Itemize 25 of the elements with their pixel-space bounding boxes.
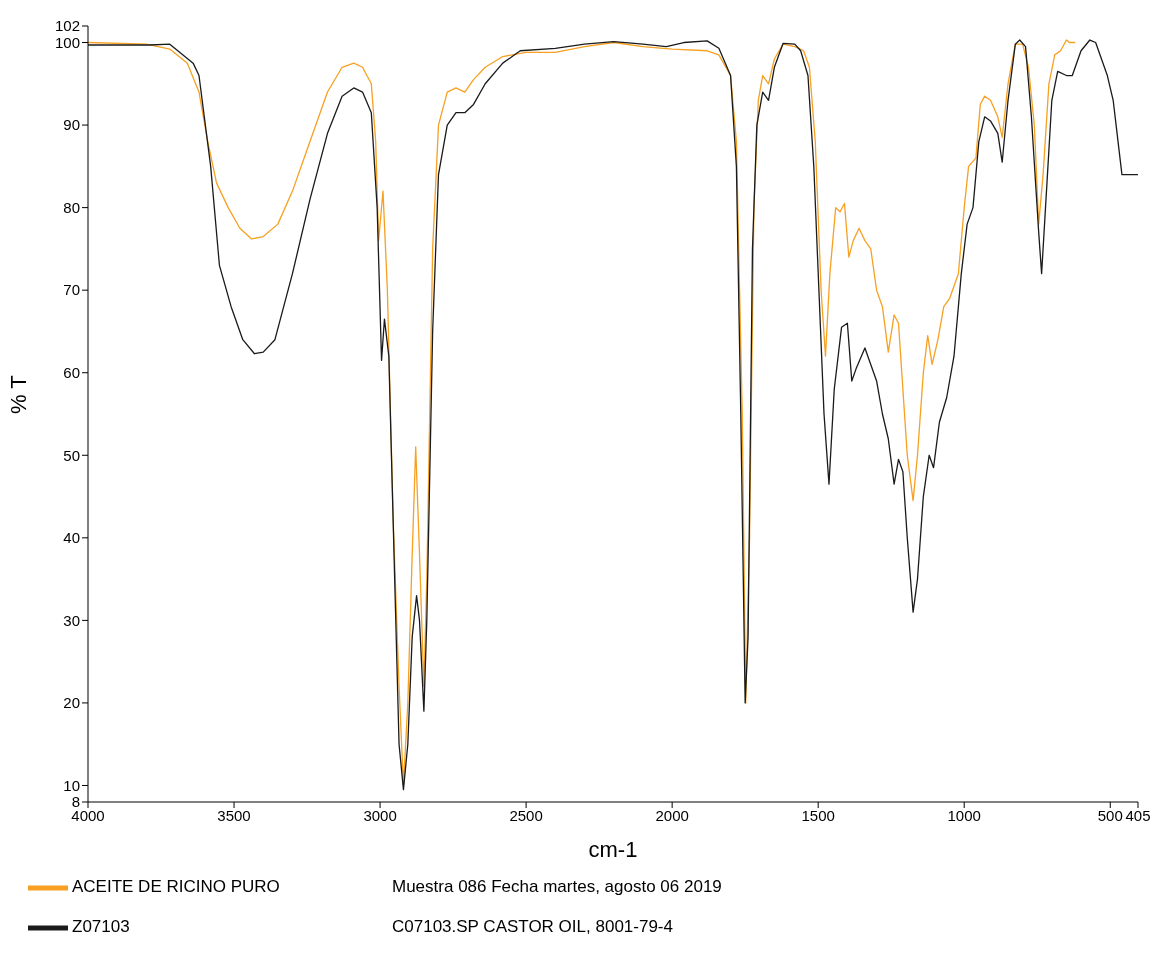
x-tick-label: 500 xyxy=(1097,806,1123,824)
x-tick-label: 3000 xyxy=(363,806,397,824)
x-tick-label: 2500 xyxy=(509,806,543,824)
y-axis-title: % T xyxy=(5,375,31,414)
y-tick-label: 70 xyxy=(63,281,80,299)
y-tick-label: 102 xyxy=(54,17,80,35)
y-tick-label: 50 xyxy=(63,446,80,464)
x-tick-label: 3500 xyxy=(217,806,251,824)
x-tick-label: 1000 xyxy=(947,806,981,824)
text: C07103.SP CASTOR OIL, 8001-79-4 xyxy=(392,917,673,937)
x-tick-label: 1500 xyxy=(801,806,835,824)
x-tick-label: 2000 xyxy=(655,806,689,824)
text: Muestra 086 Fecha martes, agosto 06 2019 xyxy=(392,877,722,897)
y-tick-label: 80 xyxy=(63,198,80,216)
legend-label: Z07103 xyxy=(72,917,131,938)
y-tick-label: 30 xyxy=(63,611,80,629)
legend-label: ACEITE DE RICINO PURO xyxy=(72,877,281,898)
y-tick-label: 10 xyxy=(63,776,80,794)
x-axis-title: cm-1 xyxy=(588,837,638,862)
y-tick-label: 90 xyxy=(63,116,80,134)
y-tick-label: 20 xyxy=(63,694,80,712)
y-tick-label: 100 xyxy=(54,33,80,51)
y-tick-label: 40 xyxy=(63,529,80,547)
x-tick-label: 405 xyxy=(1125,806,1151,824)
y-tick-label: 60 xyxy=(63,364,80,382)
